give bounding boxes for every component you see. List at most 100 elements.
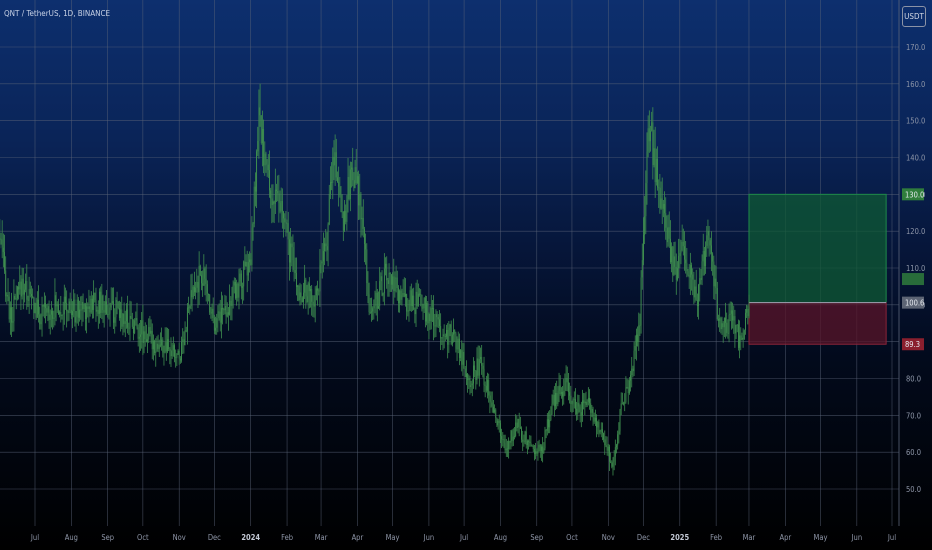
candle-body xyxy=(45,303,47,309)
candle-body xyxy=(447,329,449,345)
candle-body xyxy=(560,391,562,395)
profit-zone[interactable] xyxy=(748,193,887,304)
candle-body xyxy=(718,319,719,321)
candle-body xyxy=(414,309,416,315)
candle-body xyxy=(298,285,300,301)
candle-body xyxy=(278,193,280,203)
candle-body xyxy=(489,395,491,401)
candle-body xyxy=(368,294,370,313)
candle-body xyxy=(707,230,709,236)
candle-body xyxy=(20,281,22,297)
candle-body xyxy=(625,387,627,403)
candle-body xyxy=(28,289,30,301)
candle-body xyxy=(215,327,216,331)
candle-body xyxy=(253,186,255,224)
candle-body xyxy=(720,318,722,330)
candle-body xyxy=(401,295,403,300)
candle-body xyxy=(419,293,420,295)
candle-body xyxy=(680,250,682,254)
candle-body xyxy=(577,402,579,414)
candle-body xyxy=(133,326,134,333)
candle-body xyxy=(327,224,329,251)
candle-body xyxy=(603,433,605,440)
candle-body xyxy=(103,310,105,313)
currency-button[interactable]: USDT xyxy=(902,6,926,27)
candle-body xyxy=(613,456,615,462)
candle-body xyxy=(122,313,124,327)
candle-body xyxy=(600,429,602,432)
candle-body xyxy=(592,408,594,418)
position-zones[interactable] xyxy=(748,193,887,345)
candle-body xyxy=(177,350,179,354)
candle-body xyxy=(99,291,100,314)
candle-body xyxy=(256,151,258,192)
price-axis[interactable]: 50.060.070.080.090.0100.0110.0120.0130.0… xyxy=(902,43,925,494)
candle-body xyxy=(72,311,73,316)
candle-body xyxy=(143,331,145,343)
candle-body xyxy=(114,317,116,323)
candle-body xyxy=(141,320,143,335)
candle-body xyxy=(477,358,479,376)
candle-body xyxy=(711,245,712,254)
candle-body xyxy=(130,315,132,319)
candle-body xyxy=(607,446,609,451)
candle-body xyxy=(22,278,24,295)
candle-body xyxy=(714,278,716,287)
candle-body xyxy=(55,295,57,307)
candle-body xyxy=(260,115,262,144)
candle-body xyxy=(145,339,147,343)
candle-body xyxy=(666,227,668,243)
candle-body xyxy=(682,241,684,247)
candle-body xyxy=(34,303,36,314)
candle-body xyxy=(439,319,440,327)
candle-body xyxy=(423,298,425,309)
candle-body xyxy=(108,313,110,315)
candle-body xyxy=(239,273,241,282)
candle-body xyxy=(678,255,680,269)
candle-body xyxy=(224,305,226,311)
candle-body xyxy=(303,292,304,303)
candle-body xyxy=(565,378,567,381)
candle-body xyxy=(373,305,375,309)
candle-body xyxy=(578,402,580,407)
candle-body xyxy=(304,279,306,293)
candle-body xyxy=(320,263,322,266)
candle-body xyxy=(290,243,292,263)
candle-body xyxy=(640,277,642,326)
candle-body xyxy=(723,317,725,328)
candle-body xyxy=(730,310,732,314)
candle-body xyxy=(54,295,56,318)
candle-body xyxy=(93,292,95,310)
entry-price-tag: 100.6 xyxy=(905,299,924,308)
candle-body xyxy=(496,417,498,426)
candle-body xyxy=(358,176,360,206)
candle-body xyxy=(590,403,592,413)
candle-body xyxy=(161,339,163,346)
candle-body xyxy=(475,370,477,380)
candle-body xyxy=(301,297,303,303)
candle-body xyxy=(257,140,259,152)
candle-body xyxy=(661,198,663,209)
candle-body xyxy=(582,400,583,416)
candle-body xyxy=(135,318,137,321)
price-tick-label: 80.0 xyxy=(906,375,921,384)
candle-body xyxy=(118,308,120,318)
candle-body xyxy=(727,332,729,334)
candle-body xyxy=(402,292,404,296)
candle-body xyxy=(495,409,497,418)
candle-body xyxy=(4,251,5,271)
candle-body xyxy=(671,246,673,263)
candle-body xyxy=(68,301,70,313)
candle-body xyxy=(525,431,527,446)
loss-zone[interactable] xyxy=(748,302,887,345)
candle-body xyxy=(96,309,98,312)
candle-body xyxy=(379,281,381,307)
candle-body xyxy=(491,402,493,407)
candle-body xyxy=(127,309,129,328)
time-axis[interactable]: Jul Aug Sep Oct Nov Dec 2024 Feb Mar Apr May Jun Jul… xyxy=(30,533,896,542)
candle-body xyxy=(691,265,692,275)
candle-body xyxy=(142,320,144,343)
candle-body xyxy=(462,351,464,365)
